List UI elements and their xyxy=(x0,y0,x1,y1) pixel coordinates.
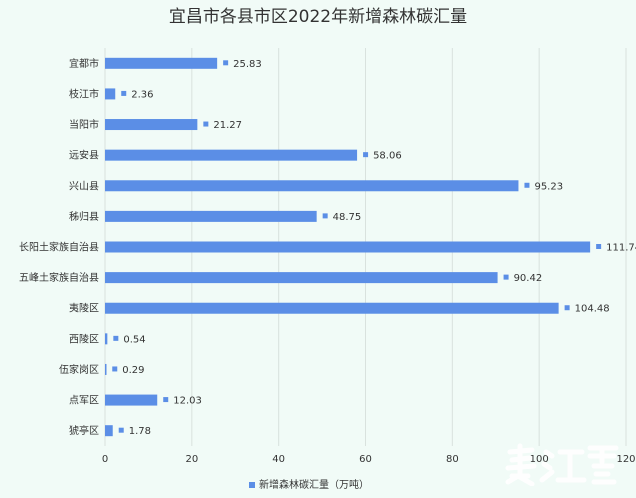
category-label: 伍家岗区 xyxy=(59,363,99,376)
bar xyxy=(105,119,198,131)
bar xyxy=(105,180,519,192)
watermark-logo xyxy=(505,443,619,486)
value-marker xyxy=(203,121,209,127)
category-label: 兴山县 xyxy=(69,180,99,192)
category-label: 猇亭区 xyxy=(69,424,99,437)
x-tick-label: 60 xyxy=(359,454,372,465)
bar xyxy=(105,425,113,437)
bar xyxy=(105,272,498,284)
value-marker xyxy=(564,305,570,311)
category-label: 西陵区 xyxy=(69,333,99,345)
x-tick-label: 0 xyxy=(102,454,108,465)
x-tick-label: 80 xyxy=(446,454,459,465)
category-labels: 宜都市枝江市当阳市远安县兴山县秭归县长阳土家族自治县五峰土家族自治县夷陵区西陵区… xyxy=(19,57,99,437)
x-tick-label: 120 xyxy=(616,454,635,465)
data-label: 111.74 xyxy=(606,243,636,254)
category-label: 秭归县 xyxy=(69,210,99,223)
category-label: 五峰土家族自治县 xyxy=(19,271,99,284)
value-marker xyxy=(163,397,169,403)
data-label: 21.27 xyxy=(213,120,242,131)
data-label: 104.48 xyxy=(575,304,610,315)
data-label: 0.29 xyxy=(122,365,144,376)
data-label: 90.42 xyxy=(514,273,543,284)
data-label: 12.03 xyxy=(173,396,202,407)
category-label: 点军区 xyxy=(69,395,99,407)
legend-swatch xyxy=(249,482,255,488)
value-marker xyxy=(223,60,229,66)
bar xyxy=(105,302,559,314)
value-marker xyxy=(363,152,369,158)
category-label: 长阳土家族自治县 xyxy=(19,241,99,254)
x-axis-ticks: 0 20 40 60 80 100 120 xyxy=(102,454,636,465)
value-marker xyxy=(113,335,119,341)
category-label: 宜都市 xyxy=(69,57,99,70)
legend-label: 新增森林碳汇量（万吨） xyxy=(259,478,369,491)
value-marker xyxy=(118,427,124,433)
data-label: 58.06 xyxy=(373,151,402,162)
x-tick-label: 20 xyxy=(185,454,198,465)
data-label: 0.54 xyxy=(123,334,145,345)
value-marker xyxy=(503,274,509,280)
category-label: 枝江市 xyxy=(69,87,99,100)
bar xyxy=(105,210,317,222)
bar xyxy=(105,241,591,253)
value-marker xyxy=(322,213,328,219)
bar xyxy=(105,57,218,69)
value-marker xyxy=(121,90,127,96)
data-label: 95.23 xyxy=(534,181,563,192)
bar xyxy=(105,363,107,375)
x-tick-label: 100 xyxy=(530,454,549,465)
value-marker xyxy=(524,182,530,188)
category-label: 当阳市 xyxy=(69,118,99,131)
bar xyxy=(105,149,358,161)
legend: 新增森林碳汇量（万吨） xyxy=(249,478,369,491)
data-label: 25.83 xyxy=(233,59,262,70)
bar xyxy=(105,394,158,406)
category-label: 夷陵区 xyxy=(69,302,99,315)
value-labels: 25.83 2.36 21.27 58.06 95.23 48.75 111.74 90.42… xyxy=(112,59,636,437)
x-tick-label: 40 xyxy=(272,454,285,465)
data-label: 1.78 xyxy=(129,426,151,437)
bars xyxy=(105,57,591,437)
value-marker xyxy=(596,244,602,249)
chart-title: 宜昌市各县市区2022年新增森林碳汇量 xyxy=(169,7,467,27)
bar xyxy=(105,88,116,100)
bar xyxy=(105,333,108,345)
value-marker xyxy=(112,366,118,372)
data-label: 2.36 xyxy=(131,89,153,100)
data-label: 48.75 xyxy=(333,212,362,223)
category-label: 远安县 xyxy=(69,149,99,162)
